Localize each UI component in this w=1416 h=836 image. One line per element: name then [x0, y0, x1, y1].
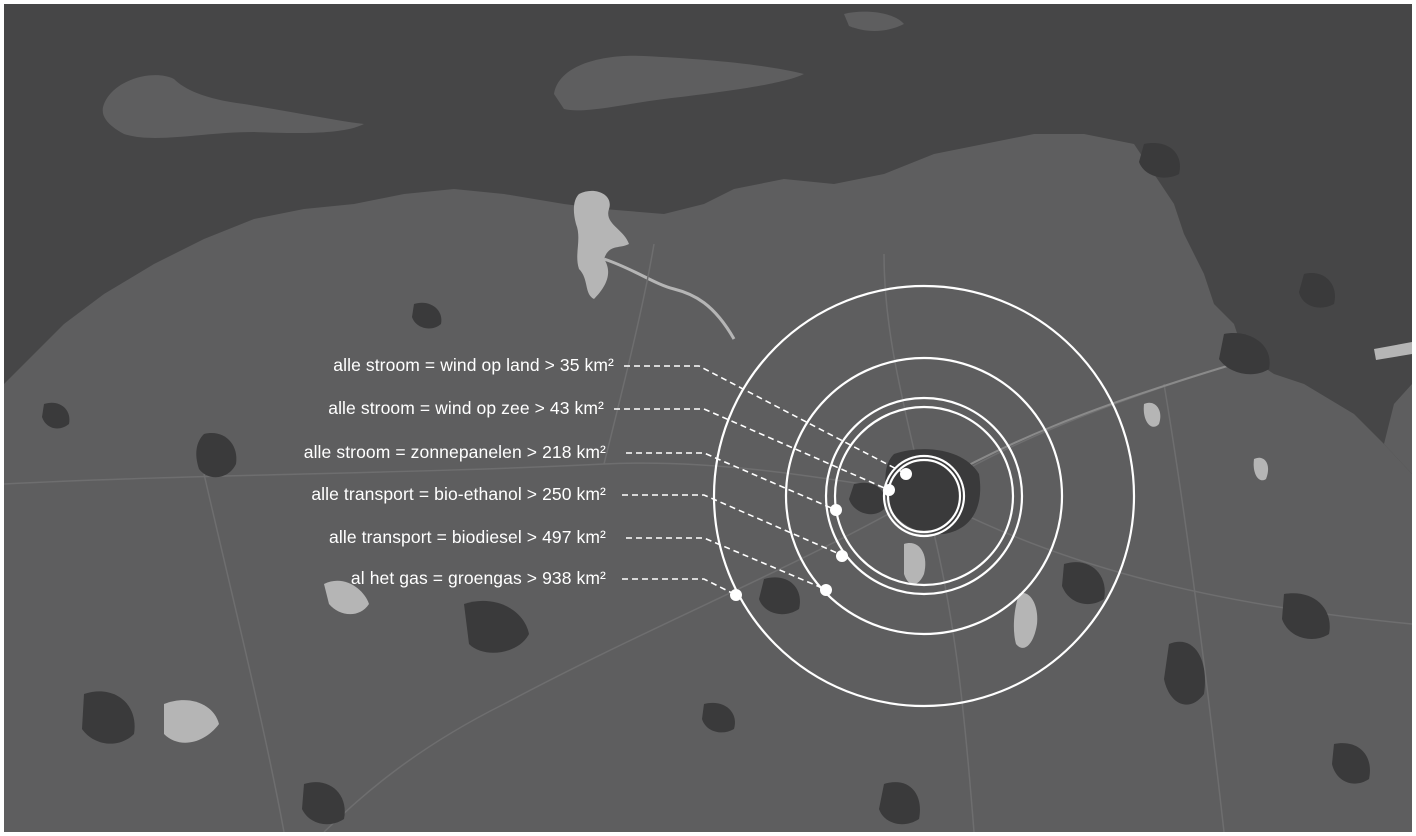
lake-paterswoldsemeer: [904, 543, 926, 585]
dot-wind-op-land: [900, 468, 912, 480]
dot-wind-op-zee: [883, 484, 895, 496]
lake-east-1: [1253, 457, 1269, 481]
map-canvas: alle stroom = wind op land > 35 km² alle…: [4, 4, 1412, 832]
annotation-groengas: al het gas = groengas > 938 km²: [6, 568, 606, 588]
annotation-zonnepanelen: alle stroom = zonnepanelen > 218 km²: [6, 442, 606, 462]
circle-wind-op-land: [886, 458, 962, 534]
lake-west-2: [164, 700, 219, 743]
annotation-text: alle transport = bio-ethanol > 250 km²: [311, 484, 606, 504]
anchor-dots: [730, 468, 912, 601]
sea-area: [4, 4, 1412, 474]
leader-wind-op-land: [624, 365, 907, 475]
annotation-bio-ethanol: alle transport = bio-ethanol > 250 km²: [6, 484, 606, 504]
leader-bio-ethanol: [622, 494, 845, 557]
island-3: [844, 11, 904, 31]
circle-zonnepanelen: [833, 405, 1015, 587]
lake-lauwersmeer: [573, 190, 629, 299]
leader-zonnepanelen: [626, 452, 837, 511]
lake-zuidlaardermeer: [1013, 593, 1038, 648]
annotation-text: al het gas = groengas > 938 km²: [350, 568, 606, 588]
annotation-biodiesel: alle transport = biodiesel > 497 km²: [6, 527, 606, 547]
annotation-text: alle transport = biodiesel > 497 km²: [329, 527, 606, 547]
circle-wind-op-zee: [882, 454, 966, 538]
circle-groengas: [712, 284, 1136, 708]
lake-east-2: [1143, 402, 1161, 427]
annotation-text: alle stroom = wind op land > 35 km²: [333, 355, 614, 375]
map-graphic: [4, 4, 1412, 832]
river-lauwers: [603, 257, 736, 340]
annotation-text: alle stroom = zonnepanelen > 218 km²: [303, 442, 606, 462]
leader-wind-op-zee: [614, 408, 890, 491]
annotation-text: alle stroom = wind op zee > 43 km²: [328, 398, 604, 418]
river-east: [1374, 342, 1412, 360]
dot-groengas: [730, 589, 742, 601]
leader-groengas: [622, 578, 737, 596]
settlements: [42, 143, 1370, 825]
lake-west-1: [324, 580, 369, 615]
annotation-wind-op-zee: alle stroom = wind op zee > 43 km²: [4, 398, 604, 418]
canal-eemskanaal: [933, 363, 1235, 485]
dot-zonnepanelen: [830, 504, 842, 516]
circle-bio-ethanol: [824, 396, 1024, 596]
annotation-wind-op-land: alle stroom = wind op land > 35 km²: [14, 355, 614, 375]
island-1: [102, 75, 365, 138]
circle-biodiesel: [784, 356, 1064, 636]
island-2: [554, 55, 804, 111]
dot-bio-ethanol: [836, 550, 848, 562]
leader-biodiesel: [626, 537, 828, 591]
area-circles: [712, 284, 1136, 708]
dot-biodiesel: [820, 584, 832, 596]
leader-lines: [614, 365, 907, 596]
east-coast-land: [1384, 384, 1412, 474]
